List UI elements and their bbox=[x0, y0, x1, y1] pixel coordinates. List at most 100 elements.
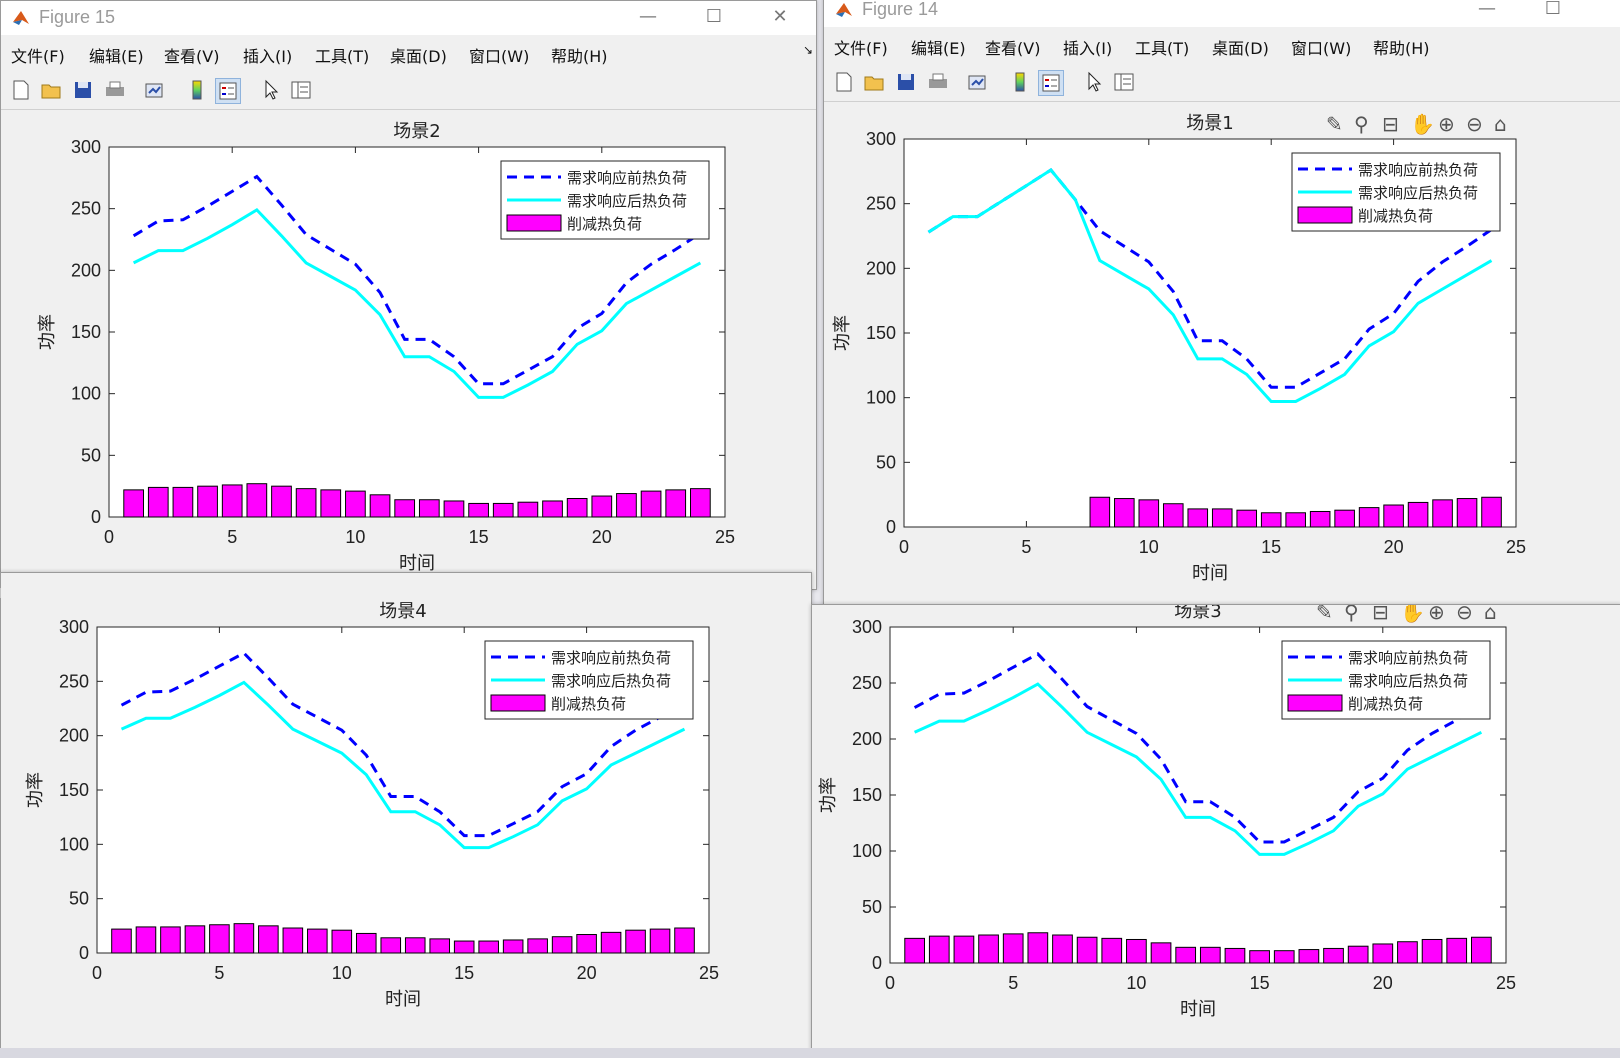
figure-14-titlebar[interactable]: Figure 14 — ☐ bbox=[824, 0, 1620, 27]
legend-icon[interactable] bbox=[215, 78, 241, 104]
menu-overflow-icon[interactable]: ↘ bbox=[803, 43, 814, 57]
legend-swatch-bar bbox=[1287, 694, 1343, 712]
legend-entry: 需求响应后热负荷 bbox=[1358, 184, 1478, 202]
bar-reduced-load bbox=[147, 486, 169, 518]
save-icon[interactable] bbox=[894, 70, 918, 94]
legend-icon[interactable] bbox=[1038, 70, 1064, 96]
link-plot-icon[interactable] bbox=[143, 78, 167, 102]
data-tip-icon[interactable]: ⚲ bbox=[1344, 605, 1359, 624]
bar-reduced-load bbox=[1199, 946, 1221, 964]
menu-desktop[interactable]: 桌面(D) bbox=[390, 47, 447, 66]
line-before-response bbox=[120, 651, 686, 838]
property-inspector-icon[interactable] bbox=[289, 78, 313, 102]
y-tick-label: 300 bbox=[59, 617, 89, 637]
y-tick-label: 100 bbox=[59, 834, 89, 854]
menu-edit[interactable]: 编辑(E) bbox=[911, 39, 966, 58]
menu-insert[interactable]: 插入(I) bbox=[243, 47, 293, 66]
x-axis-label: 时间 bbox=[385, 989, 421, 1010]
menu-view[interactable]: 查看(V) bbox=[985, 39, 1041, 58]
colorbar-icon[interactable] bbox=[185, 78, 209, 102]
menu-window[interactable]: 窗口(W) bbox=[469, 47, 530, 66]
rotate-icon[interactable]: ⊟ bbox=[1372, 605, 1389, 624]
x-tick-label: 20 bbox=[592, 527, 612, 547]
menu-edit[interactable]: 编辑(E) bbox=[89, 47, 144, 66]
figure-toolbar bbox=[1, 71, 816, 110]
menu-tools[interactable]: 工具(T) bbox=[1135, 39, 1190, 58]
bar-reduced-load bbox=[1187, 508, 1209, 528]
bar-reduced-load bbox=[404, 937, 426, 954]
bar-reduced-load bbox=[1323, 947, 1344, 964]
bar-reduced-load bbox=[690, 488, 711, 518]
pointer-icon[interactable] bbox=[1082, 70, 1106, 94]
maximize-icon[interactable]: ☐ bbox=[705, 6, 723, 27]
new-figure-icon[interactable] bbox=[832, 70, 856, 94]
minimize-icon[interactable]: — bbox=[639, 6, 657, 27]
bar-reduced-load bbox=[1089, 496, 1111, 528]
open-file-icon[interactable] bbox=[39, 78, 63, 102]
bar-reduced-load bbox=[1126, 938, 1147, 964]
menu-desktop[interactable]: 桌面(D) bbox=[1212, 39, 1269, 58]
hidden-toolbar-remnant bbox=[0, 588, 320, 598]
brush-icon[interactable]: ✎ bbox=[1316, 605, 1333, 624]
menubar: 文件(F) 编辑(E) 查看(V) 插入(I) 工具(T) 桌面(D) 窗口(W… bbox=[1, 37, 816, 69]
pan-icon[interactable]: ✋ bbox=[1410, 112, 1435, 136]
new-figure-icon[interactable] bbox=[9, 78, 33, 102]
home-icon[interactable]: ⌂ bbox=[1494, 112, 1507, 136]
menu-insert[interactable]: 插入(I) bbox=[1063, 39, 1113, 58]
legend-entry: 需求响应前热负荷 bbox=[551, 649, 671, 667]
bar-reduced-load bbox=[640, 490, 662, 518]
property-inspector-icon[interactable] bbox=[1112, 70, 1136, 94]
x-tick-label: 5 bbox=[214, 963, 224, 983]
home-icon[interactable]: ⌂ bbox=[1484, 605, 1497, 624]
y-tick-label: 100 bbox=[71, 384, 101, 404]
colorbar-icon[interactable] bbox=[1008, 70, 1032, 94]
line-after-response bbox=[913, 682, 1483, 856]
maximize-icon[interactable]: ☐ bbox=[1544, 0, 1562, 19]
data-tip-icon[interactable]: ⚲ bbox=[1354, 112, 1369, 136]
bar-reduced-load bbox=[233, 923, 255, 954]
link-plot-icon[interactable] bbox=[966, 70, 990, 94]
figure-15-titlebar[interactable]: Figure 15 — ☐ ✕ bbox=[1, 1, 816, 35]
bar-reduced-load bbox=[1471, 936, 1492, 964]
zoom-out-icon[interactable]: ⊖ bbox=[1466, 112, 1483, 136]
save-icon[interactable] bbox=[71, 78, 95, 102]
bar-reduced-load bbox=[307, 928, 328, 954]
close-icon[interactable]: ✕ bbox=[772, 6, 788, 27]
print-icon[interactable] bbox=[103, 78, 127, 102]
menu-view[interactable]: 查看(V) bbox=[164, 47, 220, 66]
bar-reduced-load bbox=[221, 484, 243, 518]
rotate-icon[interactable]: ⊟ bbox=[1382, 112, 1399, 136]
menu-tools[interactable]: 工具(T) bbox=[315, 47, 370, 66]
brush-icon[interactable]: ✎ bbox=[1326, 112, 1343, 136]
pointer-icon[interactable] bbox=[259, 78, 283, 102]
y-tick-label: 150 bbox=[866, 323, 896, 343]
menu-file[interactable]: 文件(F) bbox=[11, 47, 65, 66]
bar-reduced-load bbox=[1298, 949, 1320, 964]
bar-reduced-load bbox=[542, 500, 563, 518]
x-tick-label: 20 bbox=[1384, 537, 1404, 557]
pan-icon[interactable]: ✋ bbox=[1400, 605, 1425, 624]
zoom-in-icon[interactable]: ⊕ bbox=[1428, 605, 1445, 624]
y-axis-label: 功率 bbox=[832, 315, 853, 351]
bar-reduced-load bbox=[674, 927, 695, 954]
minimize-icon[interactable]: — bbox=[1478, 0, 1496, 19]
bar-reduced-load bbox=[468, 502, 489, 518]
menu-file[interactable]: 文件(F) bbox=[834, 39, 888, 58]
zoom-in-icon[interactable]: ⊕ bbox=[1438, 112, 1455, 136]
line-after-response bbox=[132, 207, 702, 399]
y-tick-label: 50 bbox=[876, 452, 896, 472]
zoom-out-icon[interactable]: ⊖ bbox=[1456, 605, 1473, 624]
open-file-icon[interactable] bbox=[862, 70, 886, 94]
bar-reduced-load bbox=[160, 926, 181, 954]
menu-help[interactable]: 帮助(H) bbox=[551, 47, 608, 66]
menu-help[interactable]: 帮助(H) bbox=[1373, 39, 1430, 58]
print-icon[interactable] bbox=[926, 70, 950, 94]
menu-window[interactable]: 窗口(W) bbox=[1291, 39, 1352, 58]
bar-reduced-load bbox=[1358, 507, 1380, 528]
legend-swatch-bar bbox=[490, 694, 546, 712]
bar-reduced-load bbox=[1114, 498, 1135, 528]
